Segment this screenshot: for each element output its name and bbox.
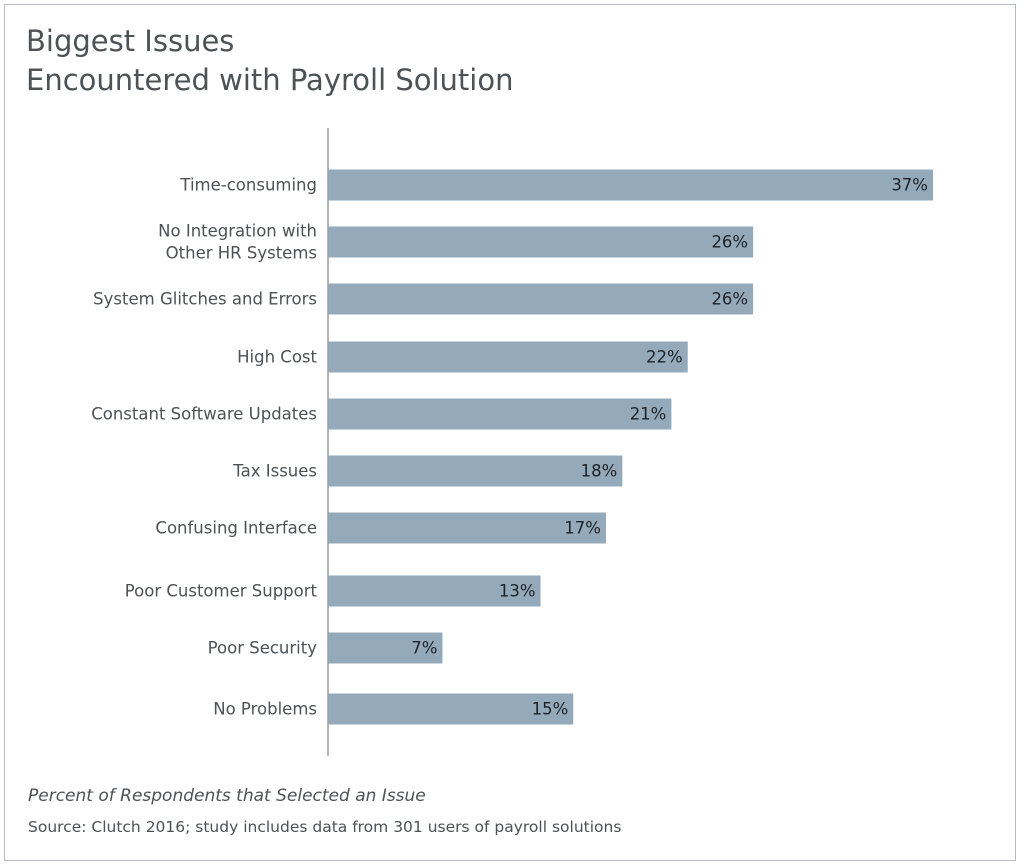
value-label: 26% <box>711 233 748 252</box>
chart-title: Biggest Issues Encountered with Payroll … <box>26 22 513 100</box>
category-label: Constant Software Updates <box>91 405 317 424</box>
bar <box>328 283 754 315</box>
value-label: 22% <box>646 348 683 367</box>
chart-title-line-2: Encountered with Payroll Solution <box>26 63 514 97</box>
category-label: High Cost <box>237 348 317 367</box>
value-label: 26% <box>711 290 748 309</box>
x-axis-label: Percent of Respondents that Selected an … <box>28 786 426 806</box>
value-label: 7% <box>411 639 437 658</box>
bar <box>328 226 754 258</box>
bar <box>328 512 606 544</box>
value-label: 17% <box>564 519 601 538</box>
bar <box>328 169 933 201</box>
chart-title-line-1: Biggest Issues <box>26 24 235 58</box>
category-label: Time-consuming <box>179 176 317 195</box>
source-note: Source: Clutch 2016; study includes data… <box>28 818 622 836</box>
value-label: 18% <box>581 462 618 481</box>
bar <box>328 693 574 725</box>
bar <box>328 632 443 664</box>
value-label: 37% <box>891 176 928 195</box>
bar <box>328 398 672 430</box>
category-label: Poor Security <box>208 639 318 658</box>
bar <box>328 341 688 373</box>
bar <box>328 455 623 487</box>
category-label: System Glitches and Errors <box>93 290 317 309</box>
category-label: No Problems <box>213 700 317 719</box>
category-label: Other HR Systems <box>166 244 317 263</box>
value-label: 13% <box>499 582 536 601</box>
category-label: Poor Customer Support <box>125 582 318 601</box>
category-label: No Integration with <box>158 222 317 241</box>
category-label: Tax Issues <box>232 462 317 481</box>
bar <box>328 575 541 607</box>
category-label: Confusing Interface <box>155 519 317 538</box>
value-label: 21% <box>630 405 667 424</box>
value-label: 15% <box>532 700 569 719</box>
